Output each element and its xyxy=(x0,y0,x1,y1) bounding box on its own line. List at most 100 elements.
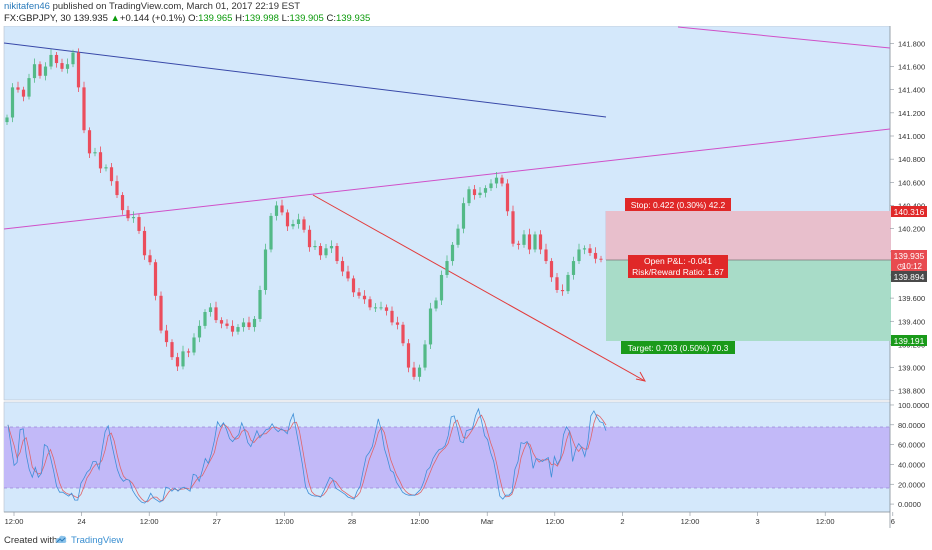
trendline-blue[interactable] xyxy=(3,42,607,118)
change-up-icon: ▲ xyxy=(110,13,120,24)
stop-zone xyxy=(606,211,891,260)
candle xyxy=(588,244,592,256)
candle xyxy=(395,316,400,330)
time-tick-label: 12:00 xyxy=(140,517,159,526)
candle xyxy=(489,179,493,191)
projection-arrow[interactable] xyxy=(312,194,646,382)
brand-name[interactable]: TradingView xyxy=(71,535,124,546)
pnl-label-box[interactable]: Open P&L: -0.041 Risk/Reward Ratio: 1.67 xyxy=(628,255,728,278)
stop-label-box[interactable]: Stop: 0.422 (0.30%) 42.2 xyxy=(625,198,731,211)
open-value: 139.965 xyxy=(198,13,233,24)
candle xyxy=(16,81,20,93)
target-price-value: 139.191 xyxy=(894,336,925,346)
candle xyxy=(566,272,570,295)
candle xyxy=(467,186,471,207)
last-price: 139.935 xyxy=(73,13,108,24)
time-tick-label: Mar xyxy=(481,517,494,526)
candle xyxy=(423,340,427,371)
candle xyxy=(439,270,444,306)
candle xyxy=(384,304,389,316)
candle xyxy=(461,197,466,234)
time-axis-labels[interactable]: 12:00 24 12:00 27 12:00 28 12:00 Mar 12:00 2 12:00… xyxy=(5,512,895,526)
candle xyxy=(340,256,345,277)
price-axis-labels: 141.800 141.600 141.400 141.200 141.000 140.8… xyxy=(890,39,925,396)
publish-line: nikitafen46 published on TradingView.com… xyxy=(4,1,300,13)
candle xyxy=(483,185,488,198)
candle xyxy=(318,243,323,260)
candle xyxy=(98,146,103,174)
time-tick-label: 12:00 xyxy=(5,517,24,526)
candle xyxy=(54,52,59,68)
candle xyxy=(280,199,284,216)
candle xyxy=(219,317,224,329)
trendline-magenta-upper[interactable] xyxy=(677,26,891,49)
candle xyxy=(533,231,537,253)
candle xyxy=(428,302,433,350)
candle xyxy=(379,301,383,311)
candle xyxy=(346,265,350,282)
candle xyxy=(368,296,372,311)
trendline-magenta-lower[interactable] xyxy=(3,128,891,230)
symbol-label[interactable]: FX:GBPJPY, 30 xyxy=(4,13,71,24)
oscillator-tick-label: 60.0000 xyxy=(898,441,925,450)
candle xyxy=(82,81,86,134)
open-label: O: xyxy=(188,13,199,24)
high-value: 139.998 xyxy=(244,13,279,24)
price-tick-label: 141.400 xyxy=(898,86,925,95)
candle xyxy=(258,285,262,322)
footer: Created with TradingView xyxy=(0,528,932,550)
candle xyxy=(362,290,367,304)
candle xyxy=(21,86,26,102)
target-label-box[interactable]: Target: 0.703 (0.50%) 70.3 xyxy=(621,341,735,354)
candle xyxy=(175,352,180,372)
target-label: Target: 0.703 (0.50%) 70.3 xyxy=(628,343,729,353)
tradingview-logo-icon xyxy=(55,535,67,543)
candle xyxy=(142,226,147,260)
time-tick-label: 6 xyxy=(891,517,895,526)
stochastic-d-line xyxy=(7,413,607,503)
price-tick-label: 139.000 xyxy=(898,364,925,373)
oscillator-tick-label: 80.0000 xyxy=(898,421,925,430)
price-axis[interactable]: 141.800 141.600 141.400 141.200 141.000 140.8… xyxy=(890,39,929,509)
candle xyxy=(357,288,361,299)
stop-price-marker: 140.316 xyxy=(891,206,927,217)
candle xyxy=(472,184,477,200)
last-price-value: 139.935 xyxy=(894,251,925,261)
time-tick-label: 28 xyxy=(348,517,356,526)
candle xyxy=(164,324,169,347)
time-tick-label: 27 xyxy=(213,517,221,526)
candle xyxy=(71,49,75,68)
clock-icon: ◷ xyxy=(897,262,904,271)
price-tick-label: 139.400 xyxy=(898,317,925,326)
candle xyxy=(192,333,196,356)
candle xyxy=(247,316,251,330)
time-tick-label: 12:00 xyxy=(275,517,294,526)
price-tick-label: 138.800 xyxy=(898,387,925,396)
candle xyxy=(406,338,411,373)
stochastic-series xyxy=(7,407,607,504)
chart-canvas[interactable]: 141.800 141.600 141.400 141.200 141.000 140.8… xyxy=(0,26,932,528)
publish-info: published on TradingView.com, March 01, … xyxy=(52,1,301,12)
candle xyxy=(445,255,449,278)
bar-countdown: 10:12 xyxy=(902,262,923,271)
candle xyxy=(313,240,317,251)
candle xyxy=(186,348,191,358)
candle xyxy=(593,247,598,264)
time-tick-label: 12:00 xyxy=(816,517,835,526)
stochastic-band xyxy=(4,427,890,488)
candle xyxy=(494,172,499,189)
candle xyxy=(49,49,53,70)
author-link[interactable]: nikitafen46 xyxy=(4,1,50,12)
time-tick-label: 2 xyxy=(620,517,624,526)
candle xyxy=(269,213,273,253)
candle xyxy=(148,249,152,266)
ohlc-legend: FX:GBPJPY, 30 139.935 ▲+0.144 (+0.1%) O:… xyxy=(4,13,370,25)
candle xyxy=(208,303,213,317)
candle xyxy=(500,174,504,187)
price-tick-label: 141.200 xyxy=(898,109,925,118)
candle xyxy=(104,164,108,172)
stop-label: Stop: 0.422 (0.30%) 42.2 xyxy=(631,200,726,210)
candle xyxy=(60,58,64,72)
time-tick-label: 12:00 xyxy=(681,517,700,526)
low-label: L: xyxy=(281,13,290,24)
